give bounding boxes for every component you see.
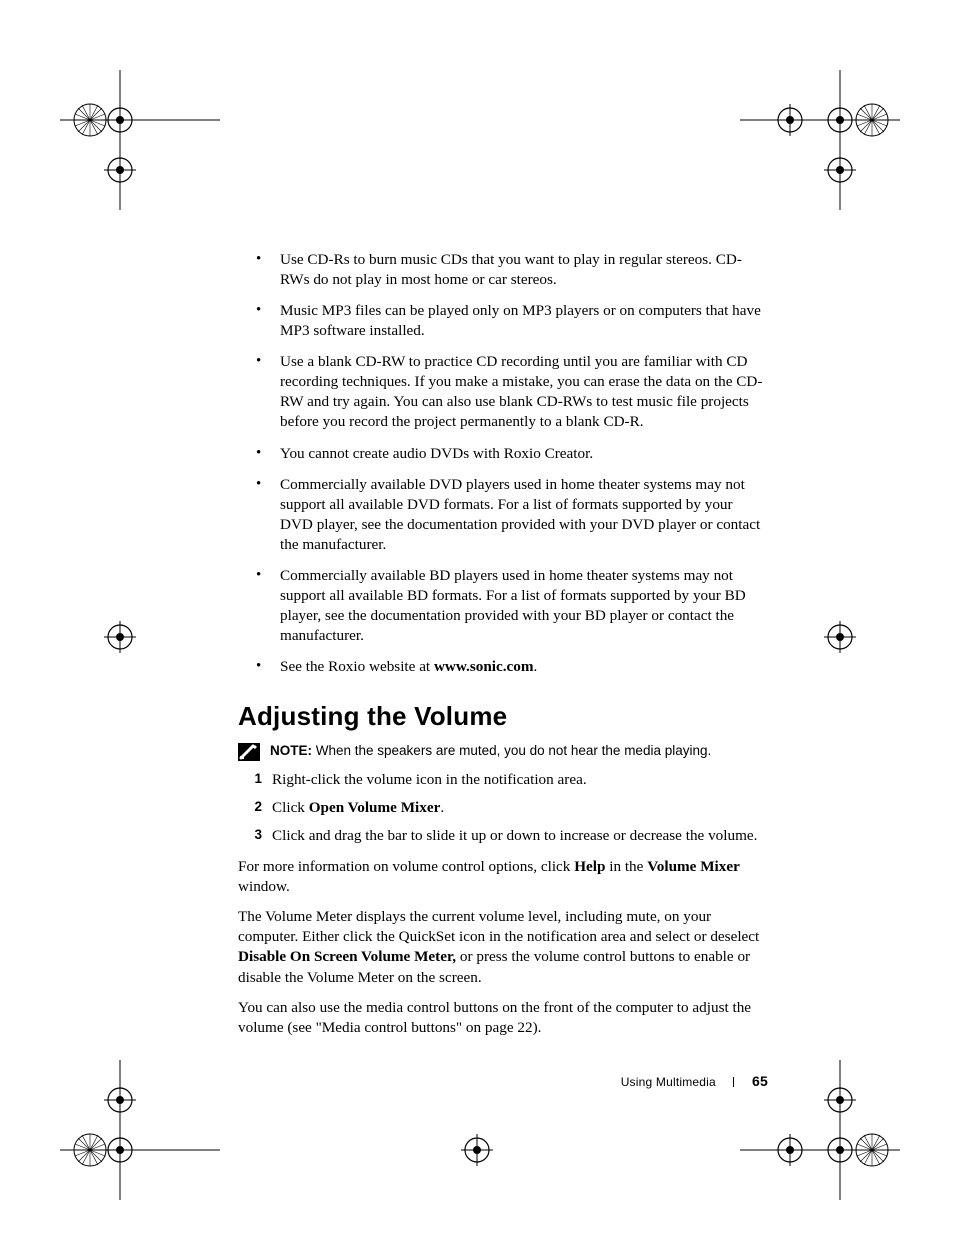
crop-mark-top-right [740,70,860,190]
text: . [534,658,538,675]
content-column: Use CD-Rs to burn music CDs that you wan… [238,250,768,1048]
body-paragraph: The Volume Meter displays the current vo… [238,907,768,987]
crop-mark-mid-right [815,612,935,732]
note-icon [238,743,260,761]
list-item: Commercially available DVD players used … [266,475,768,555]
list-item: Commercially available BD players used i… [266,566,768,646]
text: For more information on volume control o… [238,858,574,875]
page-footer: Using Multimedia 65 [0,1073,768,1089]
text: Click [272,799,309,816]
footer-section: Using Multimedia [621,1075,716,1089]
note-text: NOTE: When the speakers are muted, you d… [270,742,711,760]
text: The Volume Meter displays the current vo… [238,908,759,945]
ui-label: Open Volume Mixer [309,799,441,816]
step-item: Click and drag the bar to slide it up or… [264,825,768,847]
step-item: Click Open Volume Mixer. [264,797,768,819]
section-heading: Adjusting the Volume [238,701,768,732]
crop-mark-top-left [60,70,180,190]
ui-label: Disable On Screen Volume Meter, [238,948,456,965]
text: in the [605,858,647,875]
ui-label: Volume Mixer [647,858,740,875]
list-item: Use CD-Rs to burn music CDs that you wan… [266,250,768,290]
list-item: Music MP3 files can be played only on MP… [266,301,768,341]
text: window. [238,878,290,895]
note-body: When the speakers are muted, you do not … [312,743,711,758]
list-item: You cannot create audio DVDs with Roxio … [266,444,768,464]
text: . [440,799,444,816]
list-item: Use a blank CD-RW to practice CD recordi… [266,352,768,432]
ui-label: Help [574,858,605,875]
tips-list: Use CD-Rs to burn music CDs that you wan… [238,250,768,677]
body-paragraph: You can also use the media control butto… [238,998,768,1038]
document-page: Use CD-Rs to burn music CDs that you wan… [0,0,954,1235]
footer-separator [733,1077,734,1087]
crop-mark-mid-left [95,612,215,732]
note-callout: NOTE: When the speakers are muted, you d… [238,742,768,761]
crop-mark-bottom-center [452,1125,572,1235]
roxio-url: www.sonic.com [434,658,534,675]
steps-list: Right-click the volume icon in the notif… [238,769,768,847]
list-item: See the Roxio website at www.sonic.com. [266,657,768,677]
body-paragraph: For more information on volume control o… [238,857,768,897]
page-number: 65 [752,1073,768,1089]
step-item: Right-click the volume icon in the notif… [264,769,768,791]
note-label: NOTE: [270,743,312,758]
text: See the Roxio website at [280,658,434,675]
